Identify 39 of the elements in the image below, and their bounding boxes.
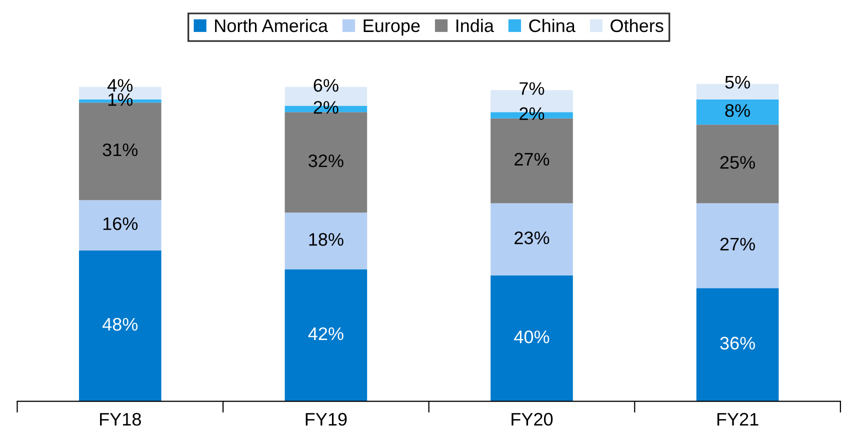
data-label: 4% bbox=[108, 79, 133, 92]
bar bbox=[490, 276, 573, 402]
bar bbox=[78, 250, 162, 402]
data-label: 5% bbox=[725, 76, 750, 89]
bar bbox=[696, 288, 779, 402]
bar bbox=[696, 124, 779, 204]
data-label: 40% bbox=[514, 330, 550, 344]
data-label: 27% bbox=[720, 238, 755, 250]
legend-label: Others bbox=[610, 18, 664, 32]
legend-label: China bbox=[529, 18, 576, 32]
data-label: 23% bbox=[514, 231, 550, 244]
x-tick-label: FY21 bbox=[717, 412, 758, 426]
legend-label: North America bbox=[215, 18, 328, 32]
data-label: 27% bbox=[514, 152, 550, 166]
x-tick-label: FY18 bbox=[100, 412, 141, 426]
data-label: 31% bbox=[102, 143, 138, 156]
bar bbox=[284, 212, 368, 270]
bar bbox=[284, 112, 368, 213]
data-label: 48% bbox=[102, 318, 138, 331]
legend-label: India bbox=[456, 18, 494, 32]
bar bbox=[490, 118, 573, 204]
data-label: 8% bbox=[725, 104, 750, 117]
bar bbox=[490, 203, 573, 276]
data-label: 6% bbox=[314, 78, 338, 92]
x-tick-label: FY20 bbox=[512, 412, 553, 426]
data-label: 16% bbox=[103, 217, 138, 230]
bar bbox=[284, 269, 368, 402]
legend-label: Europe bbox=[364, 20, 420, 36]
data-label: 42% bbox=[308, 327, 344, 340]
bar bbox=[696, 203, 779, 288]
bar bbox=[696, 100, 779, 125]
data-label: 1% bbox=[108, 93, 133, 106]
data-label: 36% bbox=[720, 336, 755, 350]
bar bbox=[78, 200, 162, 250]
x-tick-label: FY19 bbox=[306, 412, 347, 426]
data-label: 25% bbox=[720, 156, 755, 169]
data-label: 32% bbox=[308, 154, 344, 168]
data-label: 7% bbox=[520, 82, 544, 95]
data-label: 18% bbox=[309, 233, 344, 246]
